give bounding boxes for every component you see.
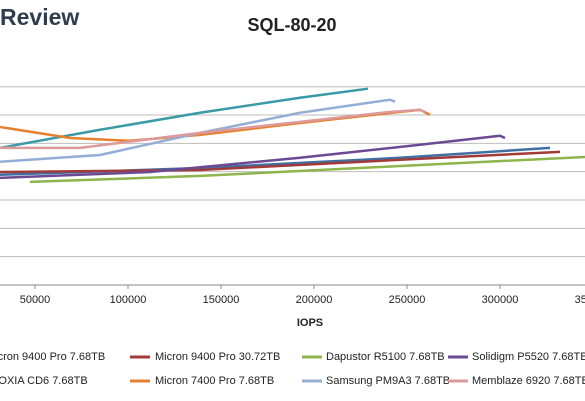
legend-label: Samsung PM9A3 7.68TB xyxy=(326,375,450,387)
x-axis-label: IOPS xyxy=(297,317,323,329)
legend-label: Dapustor R5100 7.68TB xyxy=(326,351,445,363)
series-line xyxy=(0,87,369,150)
series-line xyxy=(0,98,396,164)
x-tick-label: 300000 xyxy=(482,294,519,306)
logo: Review xyxy=(0,4,79,30)
legend-label: Micron 7400 Pro 7.68TB xyxy=(155,375,274,387)
legend-label: Micron 9400 Pro 7.68TB xyxy=(0,351,105,363)
legend-label: Memblaze 6920 7.68TB xyxy=(472,375,585,387)
x-tick-label: 200000 xyxy=(296,294,333,306)
x-tick-label: 150000 xyxy=(203,294,240,306)
x-tick-label: 250000 xyxy=(389,294,426,306)
x-tick-label: 350000 xyxy=(575,294,585,306)
chart-title: SQL-80-20 xyxy=(247,15,336,35)
legend-label: Micron 9400 Pro 30.72TB xyxy=(155,351,280,363)
legend-label: Solidigm P5520 7.68TB xyxy=(472,351,585,363)
x-tick-label: 50000 xyxy=(20,294,51,306)
series-line xyxy=(0,150,561,174)
legend-label: KIOXIA CD6 7.68TB xyxy=(0,375,88,387)
series-line xyxy=(0,134,506,180)
series-line xyxy=(29,155,585,184)
x-tick-label: 100000 xyxy=(110,294,147,306)
series-line xyxy=(0,108,426,150)
